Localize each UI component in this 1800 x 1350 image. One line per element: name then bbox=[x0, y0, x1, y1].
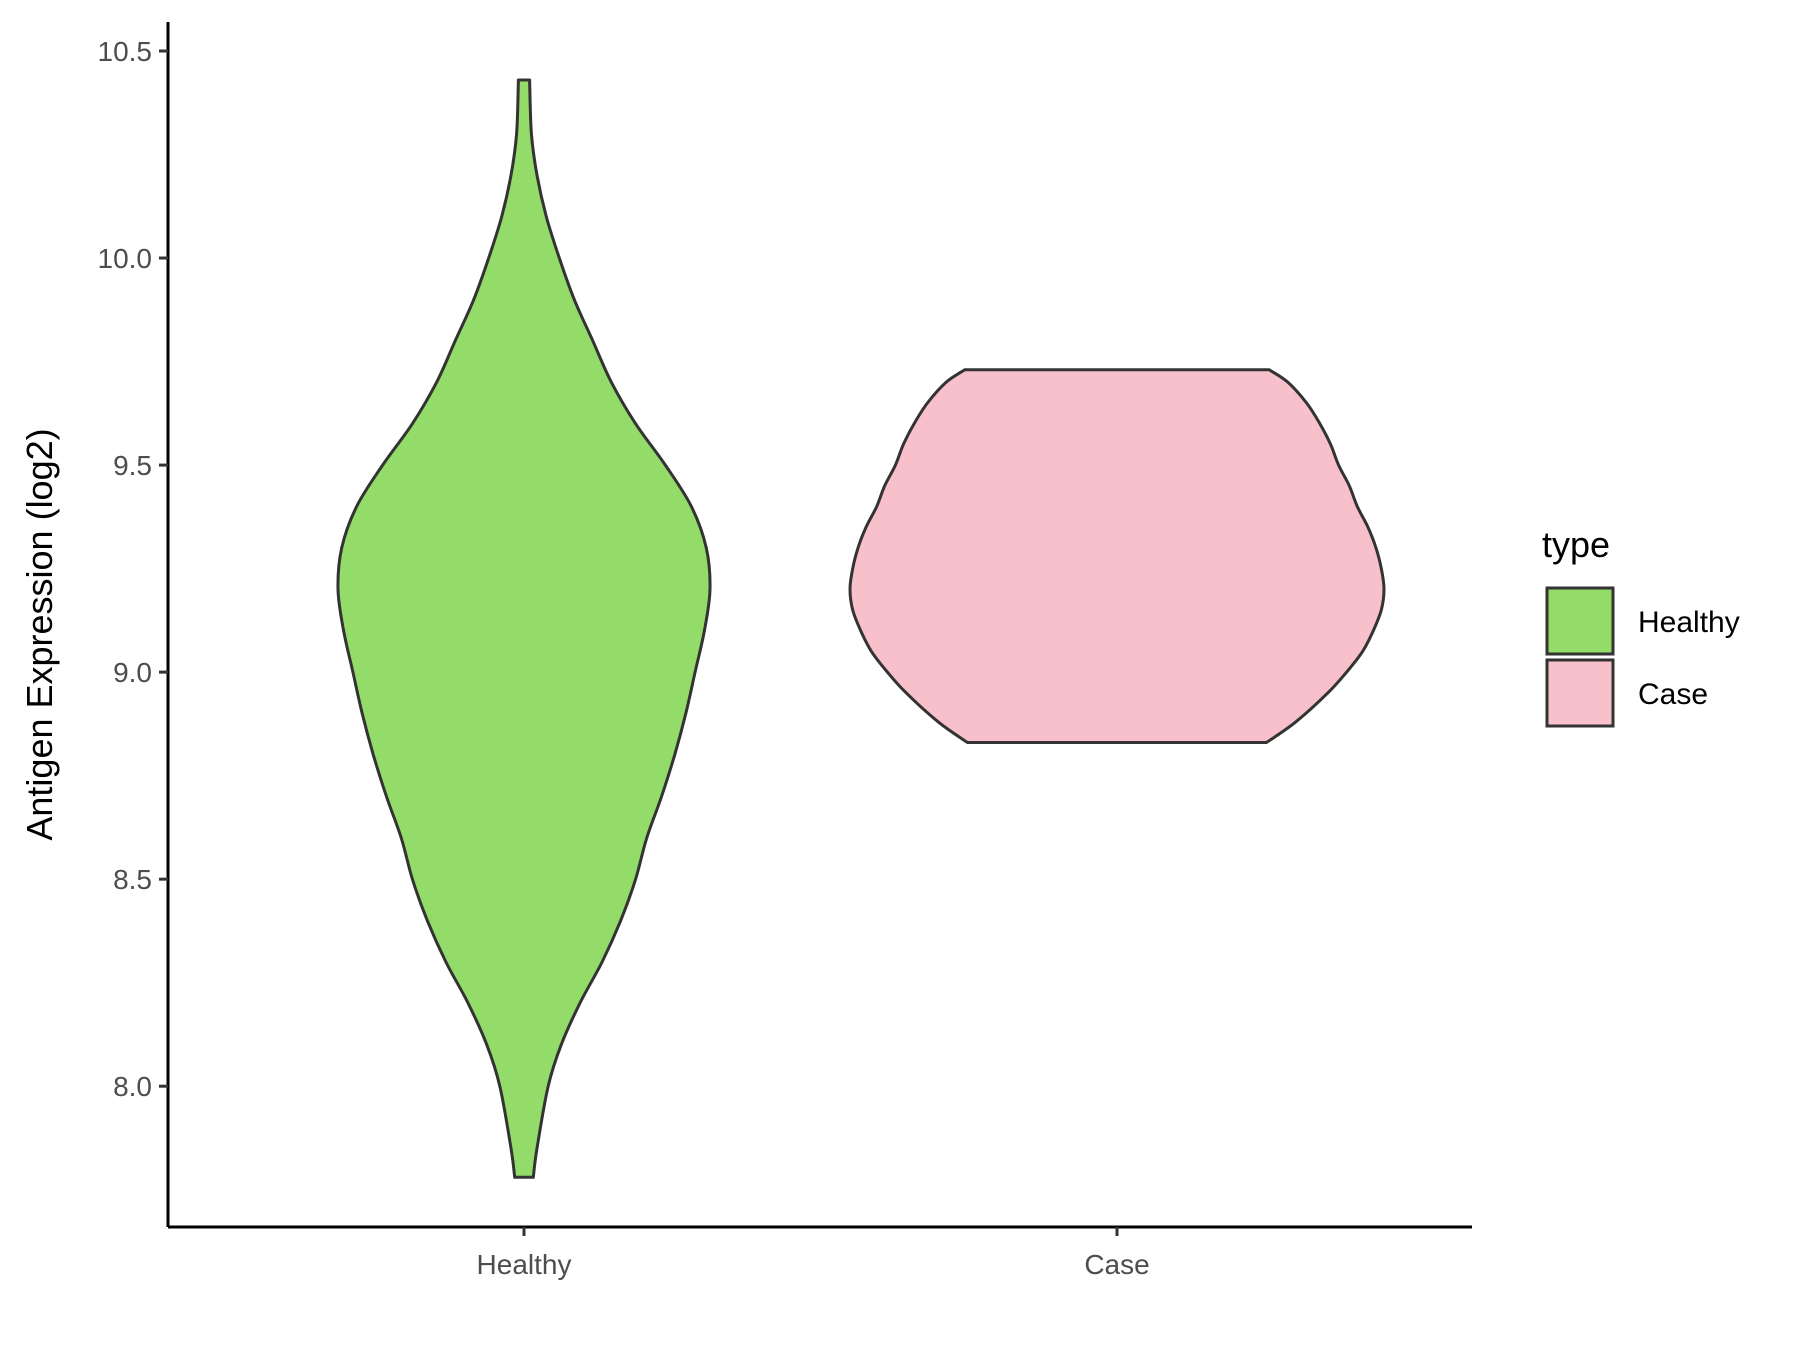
y-tick-label: 9.0 bbox=[113, 657, 152, 688]
x-tick-label: Healthy bbox=[477, 1249, 572, 1280]
legend-title: type bbox=[1542, 524, 1610, 565]
violin-healthy bbox=[336, 78, 712, 1179]
legend-swatch-healthy bbox=[1545, 586, 1615, 656]
legend: type Healthy Case bbox=[1542, 524, 1740, 728]
violins-layer bbox=[336, 78, 1386, 1179]
x-tick-label: Case bbox=[1084, 1249, 1149, 1280]
y-axis-title: Antigen Expression (log2) bbox=[19, 428, 60, 840]
x-axis-ticks: Healthy Case bbox=[477, 1227, 1150, 1280]
y-tick-label: 10.0 bbox=[98, 243, 153, 274]
legend-swatch-case bbox=[1545, 658, 1615, 728]
y-tick-label: 10.5 bbox=[98, 36, 153, 67]
y-axis-ticks: 8.0 8.5 9.0 9.5 10.0 10.5 bbox=[98, 36, 168, 1102]
y-tick-label: 8.0 bbox=[113, 1071, 152, 1102]
violin-case bbox=[848, 368, 1386, 744]
y-tick-label: 8.5 bbox=[113, 864, 152, 895]
y-tick-label: 9.5 bbox=[113, 450, 152, 481]
legend-label-healthy: Healthy bbox=[1638, 606, 1740, 639]
legend-label-case: Case bbox=[1638, 678, 1708, 711]
